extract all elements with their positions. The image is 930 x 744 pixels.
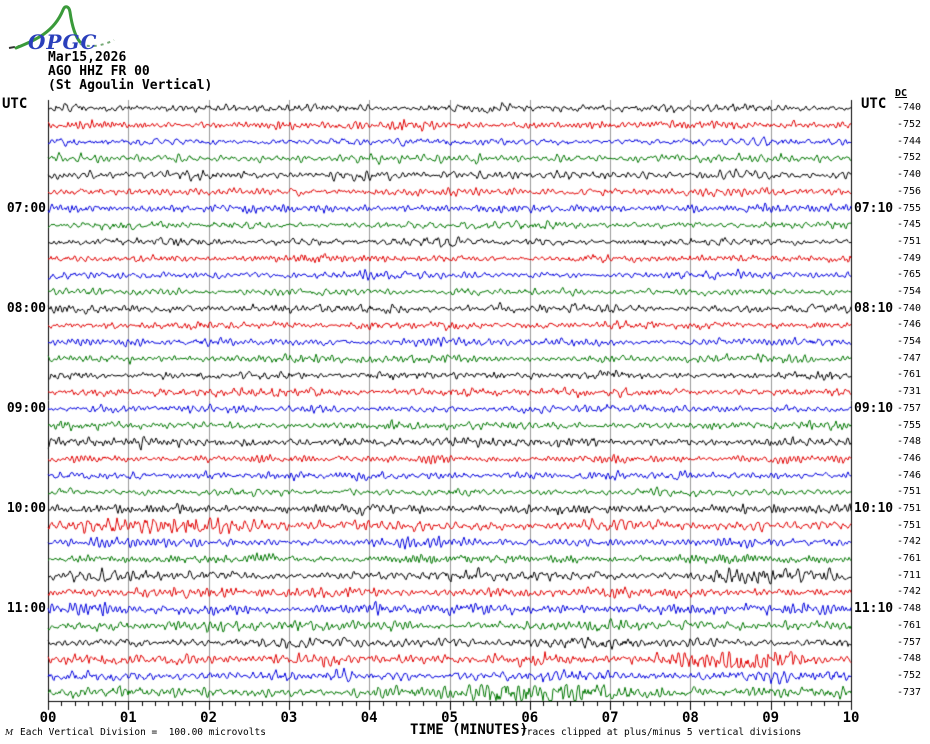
dc-value: -746	[897, 452, 922, 464]
dc-value: -748	[897, 653, 922, 665]
opgc-logo: OPGC	[8, 5, 115, 54]
dc-value: -742	[897, 586, 922, 598]
dc-value: -751	[897, 503, 922, 514]
x-tick-label: 09	[762, 710, 780, 726]
x-tick-label: 07	[601, 710, 619, 726]
footer-marker-glyph: M	[5, 728, 14, 737]
dc-value: -740	[897, 302, 922, 314]
header-date: Mar15,2026	[48, 50, 127, 65]
dc-value: -754	[897, 336, 922, 348]
footer-vertical-division-note: Each Vertical Division = 100.00 microvol…	[20, 727, 266, 738]
header-station: AGO HHZ FR 00	[48, 64, 150, 79]
dc-value: -731	[897, 386, 922, 398]
dc-value: -747	[897, 352, 922, 364]
dc-value: -756	[897, 185, 922, 197]
dc-value: -761	[897, 553, 922, 565]
x-tick-label: 01	[119, 710, 137, 726]
x-tick-label: 06	[521, 710, 539, 726]
dc-value: -740	[897, 169, 922, 181]
hour-label-right: 11:10	[854, 601, 894, 617]
dc-value: -711	[897, 569, 922, 581]
dc-value: -761	[897, 369, 922, 381]
x-axis-title: TIME (MINUTES)	[410, 722, 529, 738]
dc-value: -746	[897, 319, 922, 331]
dc-value: -742	[897, 536, 922, 548]
x-tick-label: 08	[681, 710, 699, 726]
x-tick-label: 00	[39, 710, 57, 726]
logo-text: OPGC	[28, 30, 97, 54]
hour-label-left: 07:00	[6, 200, 46, 216]
x-tick-label: 04	[360, 710, 378, 726]
dc-value: -744	[897, 135, 922, 147]
dc-value: -752	[897, 669, 922, 681]
hour-label-left: 09:00	[6, 400, 46, 416]
dc-value: -751	[897, 519, 922, 531]
dc-value: -757	[897, 636, 922, 648]
logo-curve	[14, 5, 82, 50]
dc-value: -749	[897, 252, 922, 264]
x-tick-label: 10	[842, 710, 860, 726]
dc-value: -755	[897, 419, 922, 431]
dc-value: -754	[897, 285, 922, 297]
dc-value: -745	[897, 219, 922, 231]
utc-label-left: UTC	[2, 96, 28, 112]
hour-label-right: 09:10	[854, 400, 894, 416]
hour-label-left: 11:00	[6, 601, 46, 617]
dc-value: -746	[897, 469, 922, 481]
hour-label-right: 10:10	[854, 501, 894, 516]
dc-column-header: DC	[895, 88, 908, 99]
dc-value: -740	[897, 102, 922, 114]
utc-label-right: UTC	[861, 96, 887, 112]
dc-value: -748	[897, 436, 922, 448]
dc-value: -751	[897, 235, 922, 247]
dc-value: -737	[897, 686, 922, 698]
dc-value: -752	[897, 152, 922, 164]
x-tick-label: 03	[280, 710, 298, 726]
logo-dash-right	[79, 39, 115, 48]
dc-value: -755	[897, 202, 922, 214]
dc-value: -748	[897, 603, 922, 615]
hour-label-right: 08:10	[854, 300, 894, 316]
header-description: (St Agoulin Vertical)	[48, 78, 213, 93]
x-tick-label: 05	[441, 710, 458, 726]
hour-label-left: 08:00	[6, 300, 46, 316]
x-tick-label: 02	[200, 710, 218, 726]
hour-label-left: 10:00	[6, 501, 46, 516]
footer-clipping-note: Traces clipped at plus/minus 5 vertical …	[521, 727, 802, 738]
dc-value: -752	[897, 119, 922, 131]
hour-label-right: 07:10	[854, 200, 894, 216]
dc-value: -765	[897, 269, 922, 281]
dc-value: -751	[897, 486, 922, 498]
dc-value: -761	[897, 619, 922, 631]
dc-value: -757	[897, 402, 922, 414]
